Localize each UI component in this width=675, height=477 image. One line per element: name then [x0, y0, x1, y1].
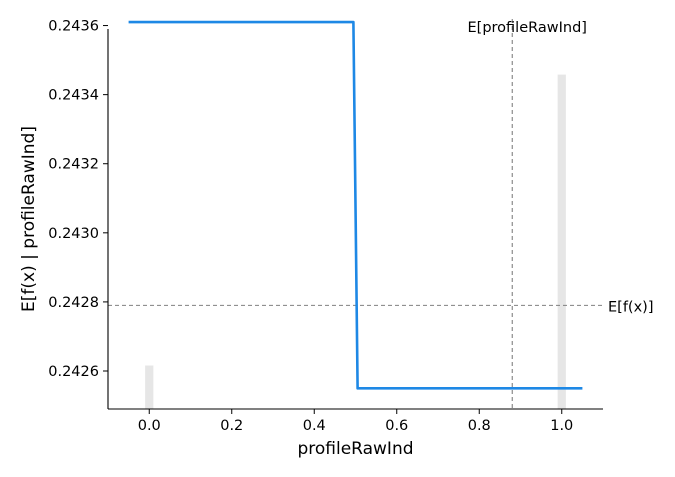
x-tick-label: 1.0 [550, 418, 573, 434]
y-tick-label: 0.2436 [48, 19, 99, 35]
series-line [128, 20, 583, 390]
y-tick-label: 0.2428 [48, 295, 99, 311]
x-axis-label: profileRawInd [297, 439, 413, 459]
histogram-bar [145, 365, 154, 409]
y-tick-label: 0.2426 [48, 364, 99, 380]
histogram-bars [145, 74, 566, 409]
series-lines [128, 20, 583, 390]
x-tick-label: 0.6 [385, 418, 408, 434]
x-tick-label: 0.0 [138, 418, 161, 434]
x-tick-label: 0.8 [468, 418, 491, 434]
x-tick-label: 0.4 [303, 418, 326, 434]
y-axis-label: E[f(x) | profileRawInd] [19, 126, 39, 312]
expected-feature-label: E[profileRawInd] [468, 20, 587, 36]
x-ticks: 0.0 0.2 0.4 0.6 0.8 1.0 [138, 409, 573, 434]
y-ticks: 0.2426 0.2428 0.2430 0.2432 0.2434 0.2436 [48, 19, 108, 380]
expected-value-label: E[f(x)] [608, 299, 653, 315]
y-tick-label: 0.2430 [48, 226, 99, 242]
histogram-bar [557, 74, 566, 409]
x-tick-label: 0.2 [220, 418, 243, 434]
y-tick-label: 0.2434 [48, 88, 99, 104]
y-tick-label: 0.2432 [48, 157, 99, 173]
